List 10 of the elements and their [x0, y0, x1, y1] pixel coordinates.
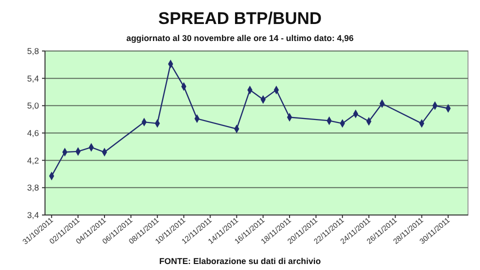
y-tick-label: 5,8: [27, 46, 40, 56]
y-tick-label: 5,0: [27, 100, 40, 111]
y-tick-label: 5,4: [27, 73, 40, 84]
chart-subtitle: aggiornato al 30 novembre alle ore 14 - ultimo dato: 4,96: [126, 33, 354, 43]
chart-title: SPREAD BTP/BUND: [158, 9, 322, 28]
source-note: FONTE: Elaborazione su dati di archivio: [159, 256, 321, 266]
y-tick-label: 4,2: [27, 155, 40, 166]
y-tick-label: 4,6: [27, 128, 40, 138]
y-tick-label: 3,4: [27, 210, 40, 220]
y-tick-label: 3,8: [27, 182, 40, 193]
